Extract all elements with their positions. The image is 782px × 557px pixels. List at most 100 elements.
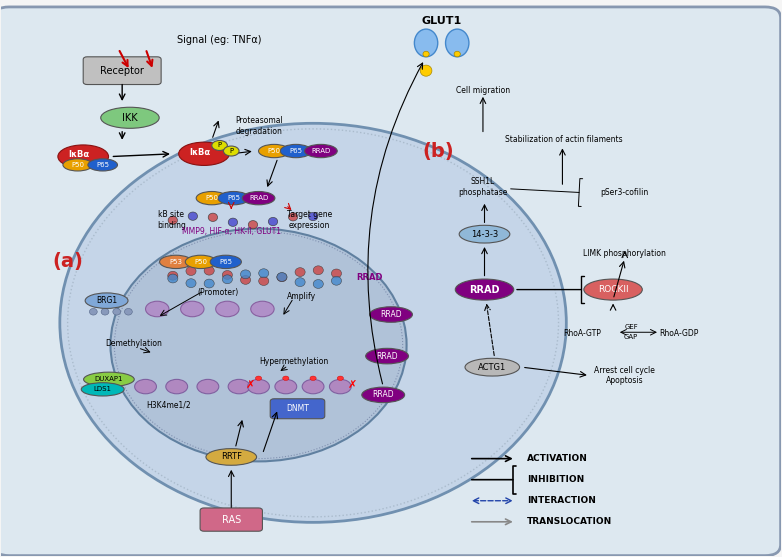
Ellipse shape (110, 228, 407, 461)
Ellipse shape (259, 268, 269, 277)
Ellipse shape (185, 255, 217, 268)
Ellipse shape (314, 280, 323, 289)
Ellipse shape (423, 51, 429, 57)
Ellipse shape (178, 142, 229, 165)
Text: TRANSLOCATION: TRANSLOCATION (527, 517, 612, 526)
Ellipse shape (204, 266, 214, 275)
Ellipse shape (249, 221, 257, 229)
Ellipse shape (168, 216, 178, 224)
Ellipse shape (241, 276, 250, 285)
Text: RRAD: RRAD (469, 285, 500, 295)
Ellipse shape (259, 277, 269, 286)
Text: ROCKII: ROCKII (597, 285, 629, 294)
Ellipse shape (135, 379, 156, 394)
Text: Hypermethylation: Hypermethylation (259, 357, 328, 366)
Ellipse shape (101, 309, 109, 315)
Ellipse shape (101, 108, 160, 128)
Text: DNMT: DNMT (286, 404, 309, 413)
Ellipse shape (454, 51, 461, 57)
Ellipse shape (218, 192, 249, 205)
Ellipse shape (85, 293, 128, 309)
Text: RhoA-GTP: RhoA-GTP (563, 329, 601, 339)
Text: Stabilization of actin filaments: Stabilization of actin filaments (505, 135, 622, 144)
Ellipse shape (310, 376, 316, 380)
Ellipse shape (332, 269, 342, 278)
Text: MMP9, HIF-α, HK-II, GLUT1: MMP9, HIF-α, HK-II, GLUT1 (181, 227, 281, 236)
Ellipse shape (186, 278, 196, 287)
Ellipse shape (160, 255, 192, 268)
Text: RRAD: RRAD (380, 310, 402, 319)
Text: Target gene
expression: Target gene expression (286, 211, 332, 229)
Text: kB site
binding: kB site binding (157, 211, 185, 229)
Ellipse shape (332, 276, 342, 285)
Ellipse shape (248, 379, 270, 394)
Ellipse shape (228, 218, 238, 227)
Ellipse shape (222, 275, 232, 284)
Ellipse shape (366, 348, 408, 364)
Ellipse shape (166, 379, 188, 394)
Ellipse shape (222, 271, 232, 280)
Ellipse shape (414, 29, 438, 57)
Ellipse shape (113, 309, 120, 315)
Text: P50: P50 (267, 148, 281, 154)
Ellipse shape (241, 270, 250, 278)
Text: RRAD: RRAD (356, 273, 382, 282)
Text: IKK: IKK (122, 113, 138, 123)
FancyBboxPatch shape (200, 508, 263, 531)
Text: RAS: RAS (221, 515, 241, 525)
Text: LIMK phosphorylation: LIMK phosphorylation (583, 249, 666, 258)
Ellipse shape (84, 372, 135, 387)
Text: Arrest cell cycle
Apoptosis: Arrest cell cycle Apoptosis (594, 366, 655, 385)
Ellipse shape (459, 225, 510, 243)
Ellipse shape (337, 376, 343, 380)
Text: H3K4me1/2: H3K4me1/2 (146, 400, 192, 409)
Text: BRG1: BRG1 (96, 296, 117, 305)
Text: (b): (b) (422, 141, 454, 160)
Ellipse shape (295, 268, 305, 276)
Ellipse shape (314, 266, 323, 275)
Ellipse shape (89, 309, 97, 315)
Text: INTERACTION: INTERACTION (527, 496, 596, 505)
Ellipse shape (289, 213, 298, 221)
Text: RRAD: RRAD (311, 148, 331, 154)
Ellipse shape (370, 307, 412, 323)
Ellipse shape (197, 379, 219, 394)
Text: pSer3-cofilin: pSer3-cofilin (601, 188, 649, 197)
Ellipse shape (206, 448, 256, 465)
Ellipse shape (216, 301, 239, 317)
Ellipse shape (308, 212, 317, 221)
Ellipse shape (228, 379, 250, 394)
Ellipse shape (281, 144, 311, 158)
Ellipse shape (168, 271, 178, 280)
Ellipse shape (277, 272, 287, 281)
Ellipse shape (251, 301, 274, 317)
Text: (Promoter): (Promoter) (197, 288, 239, 297)
Text: ACTIVATION: ACTIVATION (527, 454, 588, 463)
Ellipse shape (60, 123, 566, 522)
Text: ✗: ✗ (246, 380, 256, 390)
Ellipse shape (58, 145, 109, 168)
Text: P50: P50 (71, 162, 84, 168)
Ellipse shape (277, 273, 287, 282)
Text: GAP: GAP (624, 334, 638, 340)
Ellipse shape (168, 274, 178, 283)
Text: Signal (eg: TNFα): Signal (eg: TNFα) (177, 35, 261, 45)
Ellipse shape (186, 267, 196, 276)
Text: LDS1: LDS1 (94, 387, 112, 392)
Text: 14-3-3: 14-3-3 (471, 229, 498, 238)
Text: IκBα: IκBα (69, 150, 90, 159)
Ellipse shape (124, 309, 132, 315)
Text: P: P (217, 143, 221, 149)
Text: Receptor: Receptor (100, 66, 144, 76)
Text: INHIBITION: INHIBITION (527, 475, 585, 484)
FancyBboxPatch shape (83, 57, 161, 85)
Ellipse shape (268, 217, 278, 226)
Ellipse shape (465, 358, 519, 376)
Ellipse shape (302, 379, 324, 394)
Text: Proteasomal
degradation: Proteasomal degradation (235, 116, 283, 136)
Ellipse shape (242, 192, 275, 205)
Ellipse shape (208, 213, 217, 222)
Ellipse shape (295, 278, 305, 286)
FancyBboxPatch shape (0, 7, 780, 556)
Ellipse shape (329, 379, 351, 394)
